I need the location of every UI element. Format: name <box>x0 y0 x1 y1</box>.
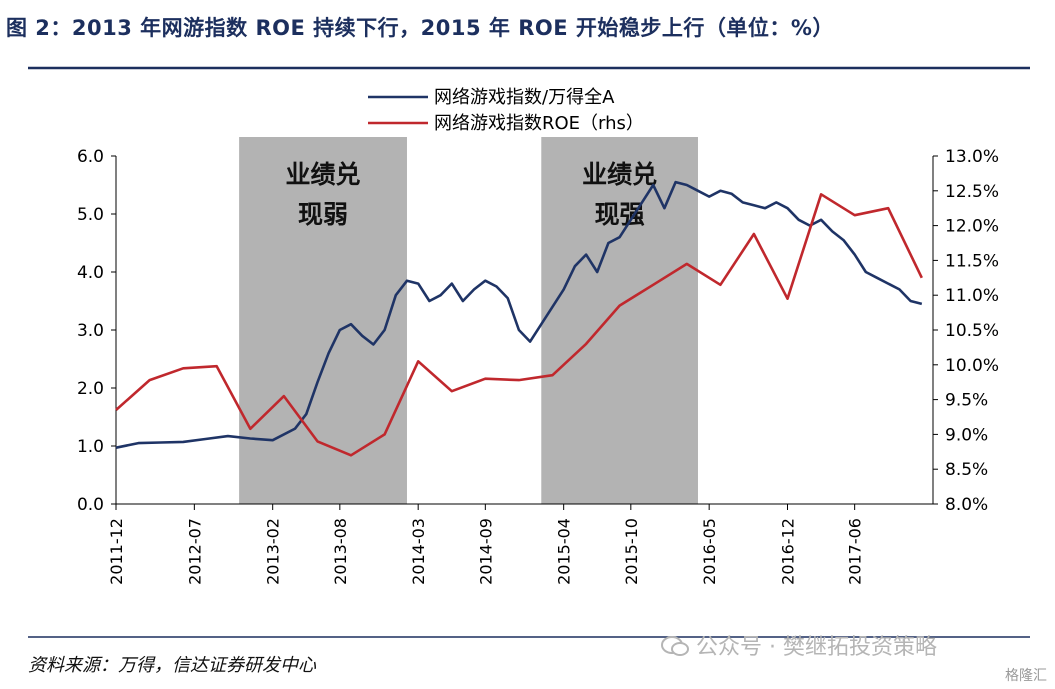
chart-title: 图 2：2013 年网游指数 ROE 持续下行，2015 年 ROE 开始稳步上… <box>6 16 834 40</box>
x-tick-label: 2016-12 <box>779 518 798 585</box>
x-tick-label: 2015-04 <box>555 518 574 585</box>
watermark-text: 公众号 · 樊继拓投资策略 <box>696 635 937 660</box>
x-tick-label: 2015-10 <box>622 518 641 585</box>
x-tick-label: 2016-05 <box>700 518 719 585</box>
shaded-period-label: 现弱 <box>298 200 348 229</box>
left-tick-label: 6.0 <box>77 147 104 167</box>
right-tick-label: 13.0% <box>945 147 999 167</box>
left-tick-label: 2.0 <box>77 379 104 399</box>
right-tick-label: 8.0% <box>945 495 988 515</box>
left-tick-label: 1.0 <box>77 437 104 457</box>
series-line-1 <box>115 180 923 449</box>
right-tick-label: 9.5% <box>945 391 988 411</box>
left-tick-label: 5.0 <box>77 205 104 225</box>
legend-label: 网络游戏指数/万得全A <box>434 87 615 108</box>
wechat-icon <box>661 636 689 656</box>
left-tick-label: 0.0 <box>77 495 104 515</box>
right-tick-label: 12.0% <box>945 217 999 237</box>
right-tick-label: 11.0% <box>945 286 999 306</box>
x-tick-label: 2013-08 <box>331 518 350 585</box>
watermark: 公众号 · 樊继拓投资策略 <box>660 629 937 661</box>
shaded-period-label: 业绩兑 <box>582 160 657 189</box>
x-tick-label: 2017-06 <box>846 518 865 585</box>
x-tick-label: 2014-03 <box>409 518 428 585</box>
right-tick-label: 12.5% <box>945 182 999 202</box>
right-tick-label: 8.5% <box>945 460 988 480</box>
series-line-2 <box>115 193 923 457</box>
left-tick-label: 3.0 <box>77 321 104 341</box>
left-tick-label: 4.0 <box>77 263 104 283</box>
shaded-period-2 <box>541 137 698 504</box>
shaded-period-label: 现强 <box>595 200 645 229</box>
right-tick-label: 10.0% <box>945 356 999 376</box>
corner-watermark: 格隆汇 <box>1005 668 1047 684</box>
shaded-period-1 <box>239 137 407 504</box>
shaded-period-label: 业绩兑 <box>286 160 361 189</box>
right-tick-label: 10.5% <box>945 321 999 341</box>
x-tick-label: 2011-12 <box>107 518 126 585</box>
legend-label: 网络游戏指数ROE（rhs） <box>434 113 644 134</box>
right-tick-label: 11.5% <box>945 251 999 271</box>
x-tick-label: 2012-07 <box>185 518 204 585</box>
source-note: 资料来源：万得，信达证券研发中心 <box>28 655 316 676</box>
x-tick-label: 2013-02 <box>264 518 283 585</box>
x-tick-label: 2014-09 <box>476 518 495 585</box>
right-tick-label: 9.0% <box>945 425 988 445</box>
